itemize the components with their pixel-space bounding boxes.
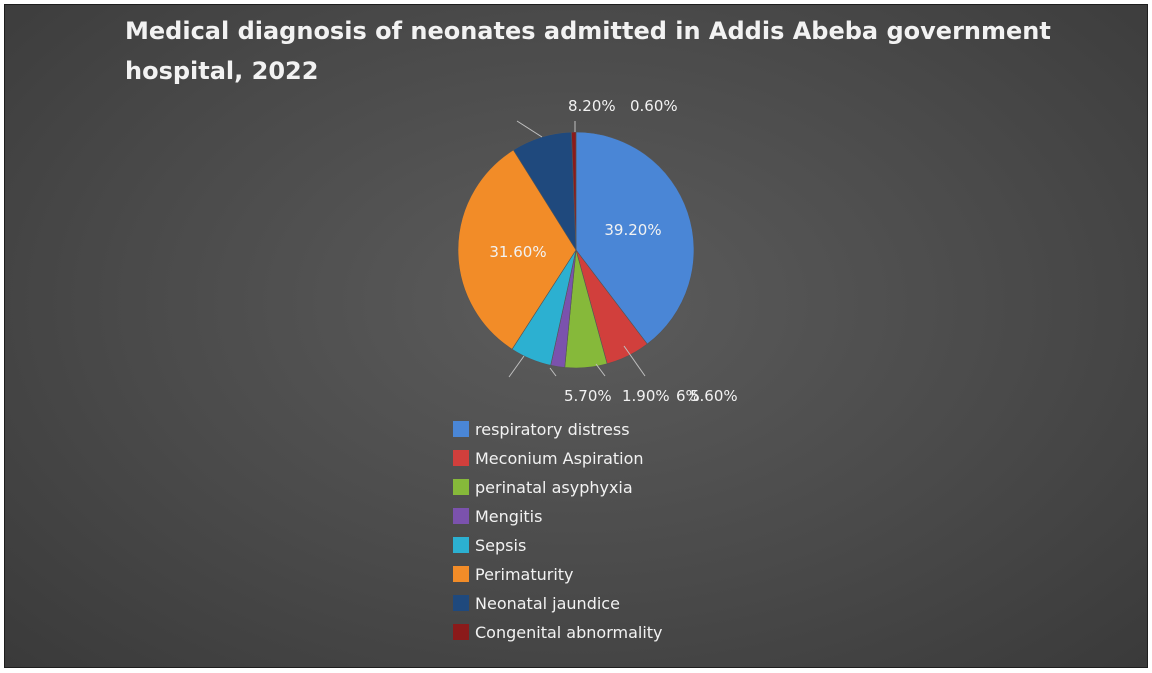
legend-label-4: Sepsis <box>475 536 526 555</box>
legend-label-0: respiratory distress <box>475 420 630 439</box>
chart-area: Medical diagnosis of neonates admitted i… <box>4 4 1148 668</box>
legend-swatch-3 <box>453 508 469 524</box>
data-label-0: 39.20% <box>604 221 661 239</box>
legend-label-6: Neonatal jaundice <box>475 594 620 613</box>
legend-swatch-7 <box>453 624 469 640</box>
legend-label-1: Meconium Aspiration <box>475 449 644 468</box>
pie-slice-7 <box>571 131 577 251</box>
legend-swatch-6 <box>453 595 469 611</box>
leader-line-4 <box>508 355 525 378</box>
leader-line-3 <box>549 367 557 377</box>
pie-slice-0 <box>575 131 695 345</box>
data-label-2: 5.70% <box>564 387 612 405</box>
data-label-5: 31.60% <box>489 243 546 261</box>
legend-swatch-4 <box>453 537 469 553</box>
pie-slice-5 <box>457 149 577 350</box>
data-label-4: 5.60% <box>690 387 738 405</box>
legend-swatch-5 <box>453 566 469 582</box>
data-label-7: 0.60% <box>630 97 678 115</box>
data-label-3: 1.90% <box>622 387 670 405</box>
legend-label-7: Congenital abnormality <box>475 623 663 642</box>
chart-title: Medical diagnosis of neonates admitted i… <box>125 17 1051 85</box>
legend-label-3: Mengitis <box>475 507 542 526</box>
leader-line-1 <box>623 345 646 377</box>
pie-chart: 39.20% 6% 5.70% 1.90% 5.60% 31.60% 8.20% 0.60% r… <box>453 97 738 642</box>
legend-swatch-2 <box>453 479 469 495</box>
legend-swatch-0 <box>453 421 469 437</box>
legend-swatch-1 <box>453 450 469 466</box>
leader-line-6 <box>516 120 543 138</box>
legend-label-2: perinatal asyphyxia <box>475 478 633 497</box>
leader-line-2 <box>595 363 606 377</box>
legend-label-5: Perimaturity <box>475 565 574 584</box>
data-label-1: 6% <box>676 387 700 405</box>
data-label-6: 8.20% <box>568 97 616 115</box>
